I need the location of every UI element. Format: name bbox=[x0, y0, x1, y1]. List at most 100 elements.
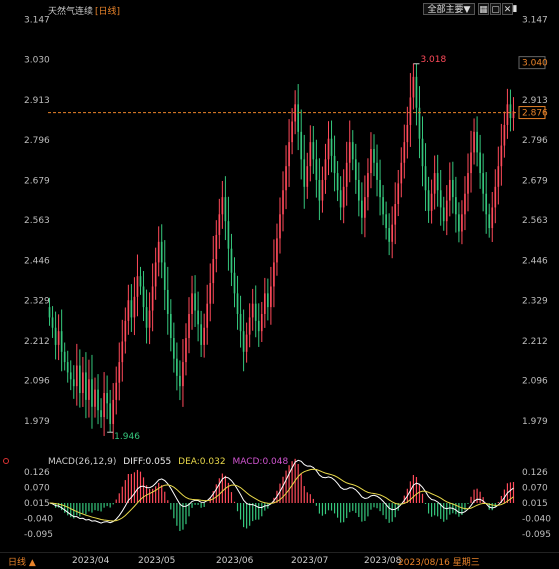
dea-label: DEA:0.032 bbox=[178, 457, 226, 467]
candle-body bbox=[400, 162, 403, 184]
macd-settings-icon[interactable] bbox=[3, 458, 9, 464]
candle-body bbox=[209, 283, 212, 304]
candle-body bbox=[430, 193, 433, 211]
date-label: 2023/06 bbox=[216, 556, 254, 566]
candle-body bbox=[169, 313, 172, 339]
candle-body bbox=[270, 286, 272, 308]
candle-body bbox=[260, 313, 263, 332]
date-label: 2023/04 bbox=[72, 556, 110, 566]
candle-body bbox=[257, 320, 260, 332]
candle-body bbox=[385, 214, 387, 229]
candle-body bbox=[388, 228, 390, 242]
candle-body bbox=[160, 241, 163, 263]
candle-body bbox=[91, 379, 93, 407]
candle-body bbox=[418, 107, 421, 139]
candle-body bbox=[285, 166, 287, 191]
candle-body bbox=[224, 197, 227, 222]
y-tick-label-left: 2.913 bbox=[24, 96, 50, 106]
candle-body bbox=[442, 207, 445, 222]
indicator-dropdown[interactable]: 全部主要▼ bbox=[423, 3, 475, 15]
candle-body bbox=[239, 313, 242, 332]
candle-body bbox=[118, 362, 121, 383]
macd-tick-left: 0.070 bbox=[24, 484, 50, 494]
grid-icon[interactable]: ▦ bbox=[478, 3, 489, 15]
candle-body bbox=[297, 104, 300, 132]
candle-body bbox=[464, 193, 466, 215]
price-chart[interactable]: 3.147 3.147 3.030 2.913 2.913 2.796 2.796 2.679… bbox=[0, 0, 559, 450]
candle-body bbox=[342, 186, 345, 208]
candle-body bbox=[267, 293, 269, 308]
candle-body bbox=[236, 293, 239, 314]
candle-body bbox=[106, 393, 108, 404]
candle-body bbox=[373, 149, 375, 163]
y-tick-label-right: 1.979 bbox=[522, 417, 548, 427]
last-price-label: 2.876 bbox=[522, 109, 548, 119]
candle-body bbox=[276, 238, 278, 263]
candle-body bbox=[251, 303, 254, 318]
high-label: 3.018 bbox=[420, 55, 446, 65]
candle-body bbox=[415, 76, 418, 108]
candle-body bbox=[436, 173, 439, 191]
candle-body bbox=[151, 286, 154, 311]
candle-body bbox=[51, 317, 54, 328]
candle-body bbox=[467, 173, 469, 194]
candle-body bbox=[452, 179, 454, 198]
footer-period[interactable]: 日线 ▲ bbox=[8, 558, 36, 568]
period-tag[interactable]: [日线] bbox=[95, 7, 121, 17]
candle-body bbox=[470, 152, 472, 174]
candle-body bbox=[54, 327, 57, 345]
candle-body bbox=[506, 104, 509, 125]
candle-body bbox=[512, 111, 515, 119]
window-icon[interactable]: ▢ bbox=[490, 3, 501, 15]
candle-body bbox=[315, 159, 318, 180]
candle-body bbox=[103, 393, 105, 418]
candle-body bbox=[412, 76, 415, 98]
candle-body bbox=[148, 310, 151, 328]
last-price-badge bbox=[518, 106, 546, 120]
y-tick-label-right: 2.563 bbox=[522, 216, 548, 226]
candle-body bbox=[194, 293, 196, 311]
candle-body bbox=[427, 190, 430, 211]
candle-body bbox=[97, 389, 99, 411]
candle-body bbox=[282, 190, 284, 215]
candle-body bbox=[500, 145, 503, 167]
y-tick-label-right: 2.096 bbox=[522, 377, 548, 387]
candle-body bbox=[421, 138, 424, 167]
candle-body bbox=[488, 214, 491, 229]
y-tick-label-left: 3.030 bbox=[24, 56, 50, 66]
candle-body bbox=[439, 190, 442, 208]
candle-body bbox=[497, 166, 500, 187]
chart-header: 天然气连续 [日线] 全部主要▼ ▦ ▢ ✕ ▮ bbox=[0, 0, 559, 20]
candle-body bbox=[145, 307, 148, 328]
candle-body bbox=[288, 142, 290, 167]
candle-body bbox=[200, 324, 202, 345]
candle-body bbox=[382, 197, 384, 215]
y-tick-label-left: 1.979 bbox=[24, 417, 50, 427]
candle-body bbox=[94, 389, 96, 407]
y-tick-label-right: 3.147 bbox=[522, 15, 548, 25]
macd-label: MACD(26,12,9) bbox=[48, 457, 117, 467]
candle-body bbox=[230, 248, 233, 273]
cursor-date: 2023/08/16 星期三 bbox=[398, 558, 480, 568]
top-price-badge bbox=[518, 56, 546, 70]
close-icon[interactable]: ✕ bbox=[502, 3, 513, 15]
candle-body bbox=[321, 179, 324, 201]
candle-body bbox=[491, 207, 494, 229]
macd-value-label: MACD:0.048 bbox=[232, 457, 289, 467]
candle-body bbox=[476, 131, 478, 153]
candle-body bbox=[69, 372, 72, 380]
candle-body bbox=[176, 358, 178, 376]
candle-body bbox=[82, 372, 84, 394]
date-label: 2023/07 bbox=[291, 556, 329, 566]
candle-body bbox=[509, 104, 512, 119]
macd-tick-right: -0.040 bbox=[522, 514, 551, 524]
scroll-icon[interactable]: ▮ bbox=[512, 4, 518, 14]
candle-body bbox=[130, 300, 133, 318]
macd-tick-left: 0.015 bbox=[24, 499, 50, 509]
dea-line bbox=[49, 468, 514, 522]
macd-tick-right: 0.070 bbox=[522, 484, 548, 494]
y-tick-label-left: 2.446 bbox=[24, 256, 50, 266]
candle-body bbox=[330, 138, 333, 156]
macd-tick-right: 0.126 bbox=[522, 468, 548, 478]
candle-body bbox=[127, 300, 130, 321]
